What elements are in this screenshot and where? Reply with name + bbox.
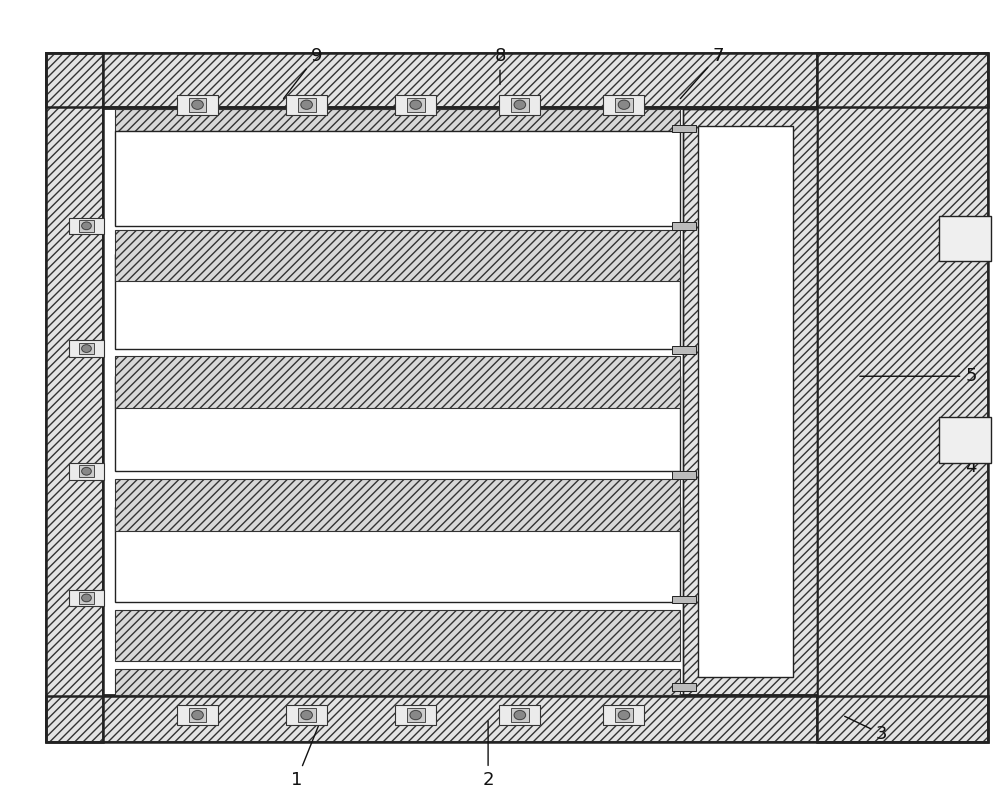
Bar — [189, 98, 206, 112]
Circle shape — [192, 710, 203, 720]
Circle shape — [618, 100, 630, 110]
Bar — [69, 463, 104, 479]
Bar — [499, 705, 540, 725]
Bar — [46, 54, 988, 107]
Circle shape — [301, 710, 312, 720]
Bar — [395, 705, 436, 725]
Circle shape — [410, 100, 421, 110]
Bar — [615, 98, 633, 112]
Circle shape — [514, 710, 526, 720]
Bar — [46, 54, 988, 107]
Bar — [115, 357, 680, 408]
Circle shape — [301, 100, 312, 110]
Circle shape — [192, 100, 203, 110]
Bar — [395, 94, 436, 114]
Text: 9: 9 — [284, 46, 322, 98]
Bar — [672, 683, 696, 691]
Bar — [115, 109, 680, 131]
Bar — [189, 708, 206, 722]
Bar — [46, 54, 103, 742]
Bar — [603, 94, 644, 114]
Bar — [69, 340, 104, 357]
Bar — [499, 94, 540, 114]
Text: 2: 2 — [482, 721, 494, 789]
Bar — [603, 705, 644, 725]
Bar — [115, 376, 680, 471]
Bar — [46, 696, 988, 742]
Circle shape — [410, 710, 421, 720]
Bar — [407, 98, 425, 112]
Bar — [817, 54, 988, 742]
Bar — [79, 592, 94, 604]
Bar — [115, 479, 680, 530]
Bar — [672, 595, 696, 603]
Text: 4: 4 — [939, 445, 977, 476]
Bar — [69, 218, 104, 234]
Bar — [79, 342, 94, 354]
Bar — [115, 254, 680, 349]
Circle shape — [82, 222, 91, 230]
Bar — [698, 126, 793, 677]
Bar — [46, 54, 103, 742]
Bar — [115, 230, 680, 282]
Bar — [286, 705, 327, 725]
Circle shape — [82, 467, 91, 475]
Bar — [672, 222, 696, 230]
Bar — [939, 215, 991, 262]
Circle shape — [514, 100, 526, 110]
Bar — [298, 98, 316, 112]
Bar — [817, 54, 988, 742]
Text: 6: 6 — [939, 243, 977, 266]
Bar — [939, 418, 991, 463]
Bar — [683, 109, 817, 694]
Bar — [115, 507, 680, 602]
Text: 8: 8 — [494, 46, 506, 85]
Text: 3: 3 — [845, 716, 888, 743]
Bar — [511, 708, 529, 722]
Circle shape — [618, 710, 630, 720]
Bar — [672, 471, 696, 479]
Text: 7: 7 — [680, 46, 724, 98]
Bar — [177, 705, 218, 725]
Bar — [115, 669, 680, 694]
Bar — [286, 94, 327, 114]
Bar — [511, 98, 529, 112]
Bar — [115, 131, 680, 226]
Bar — [672, 346, 696, 354]
Bar — [177, 94, 218, 114]
Bar — [672, 125, 696, 133]
Bar — [298, 708, 316, 722]
Bar — [115, 610, 680, 662]
Text: 5: 5 — [860, 367, 977, 386]
Circle shape — [82, 594, 91, 602]
Bar — [615, 708, 633, 722]
Bar — [407, 708, 425, 722]
Circle shape — [82, 345, 91, 352]
Bar — [46, 696, 988, 742]
Bar — [683, 109, 817, 694]
Bar — [79, 220, 94, 232]
Bar — [79, 466, 94, 477]
Text: 1: 1 — [291, 721, 320, 789]
Bar — [69, 590, 104, 606]
